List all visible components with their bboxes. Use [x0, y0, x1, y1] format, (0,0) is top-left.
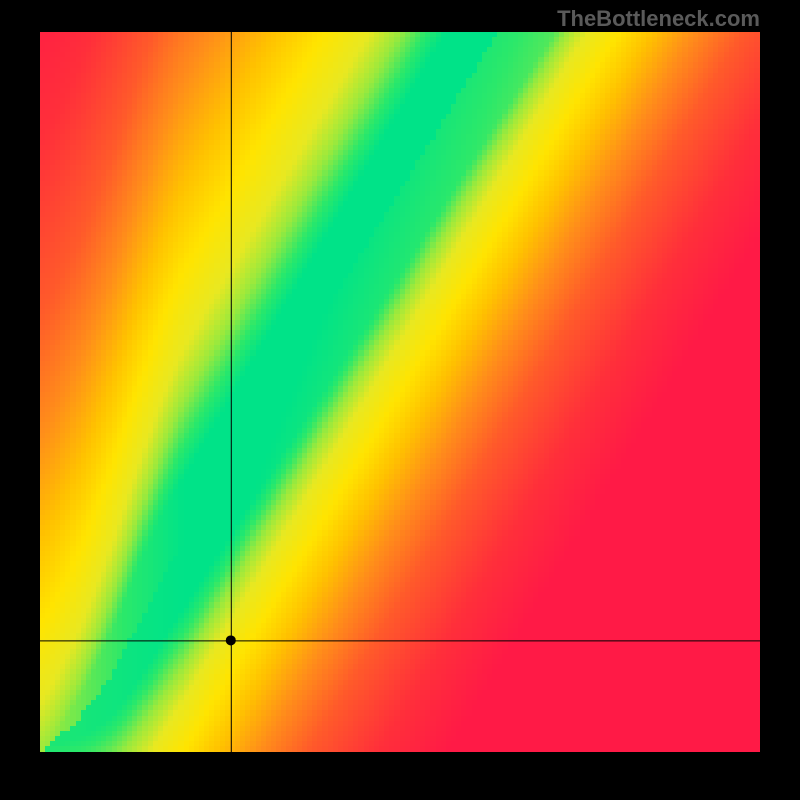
- bottleneck-heatmap: [40, 32, 760, 752]
- heatmap-canvas: [40, 32, 760, 752]
- watermark-text: TheBottleneck.com: [557, 6, 760, 32]
